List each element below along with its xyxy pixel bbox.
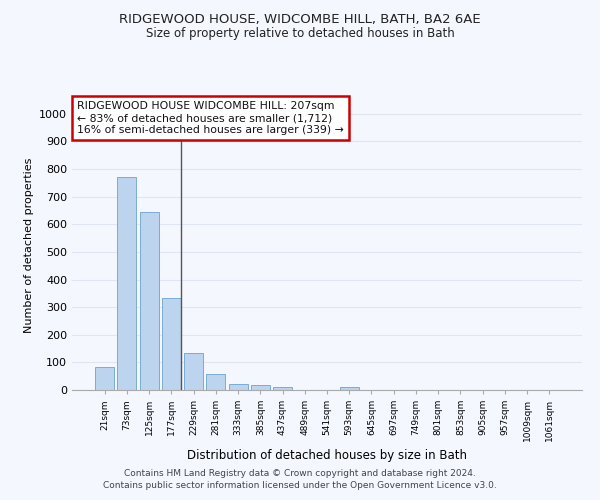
- Bar: [206, 374, 225, 390]
- Text: RIDGEWOOD HOUSE, WIDCOMBE HILL, BATH, BA2 6AE: RIDGEWOOD HOUSE, WIDCOMBE HILL, BATH, BA…: [119, 12, 481, 26]
- Bar: [118, 178, 136, 390]
- Bar: [340, 387, 359, 390]
- Bar: [184, 354, 203, 390]
- Bar: [251, 385, 270, 390]
- Text: Size of property relative to detached houses in Bath: Size of property relative to detached ho…: [146, 28, 454, 40]
- X-axis label: Distribution of detached houses by size in Bath: Distribution of detached houses by size …: [187, 450, 467, 462]
- Text: Contains HM Land Registry data © Crown copyright and database right 2024.
Contai: Contains HM Land Registry data © Crown c…: [103, 468, 497, 490]
- Bar: [140, 212, 158, 390]
- Y-axis label: Number of detached properties: Number of detached properties: [23, 158, 34, 332]
- Bar: [162, 298, 181, 390]
- Bar: [95, 368, 114, 390]
- Bar: [273, 387, 292, 390]
- Text: RIDGEWOOD HOUSE WIDCOMBE HILL: 207sqm
← 83% of detached houses are smaller (1,71: RIDGEWOOD HOUSE WIDCOMBE HILL: 207sqm ← …: [77, 102, 344, 134]
- Bar: [229, 384, 248, 390]
